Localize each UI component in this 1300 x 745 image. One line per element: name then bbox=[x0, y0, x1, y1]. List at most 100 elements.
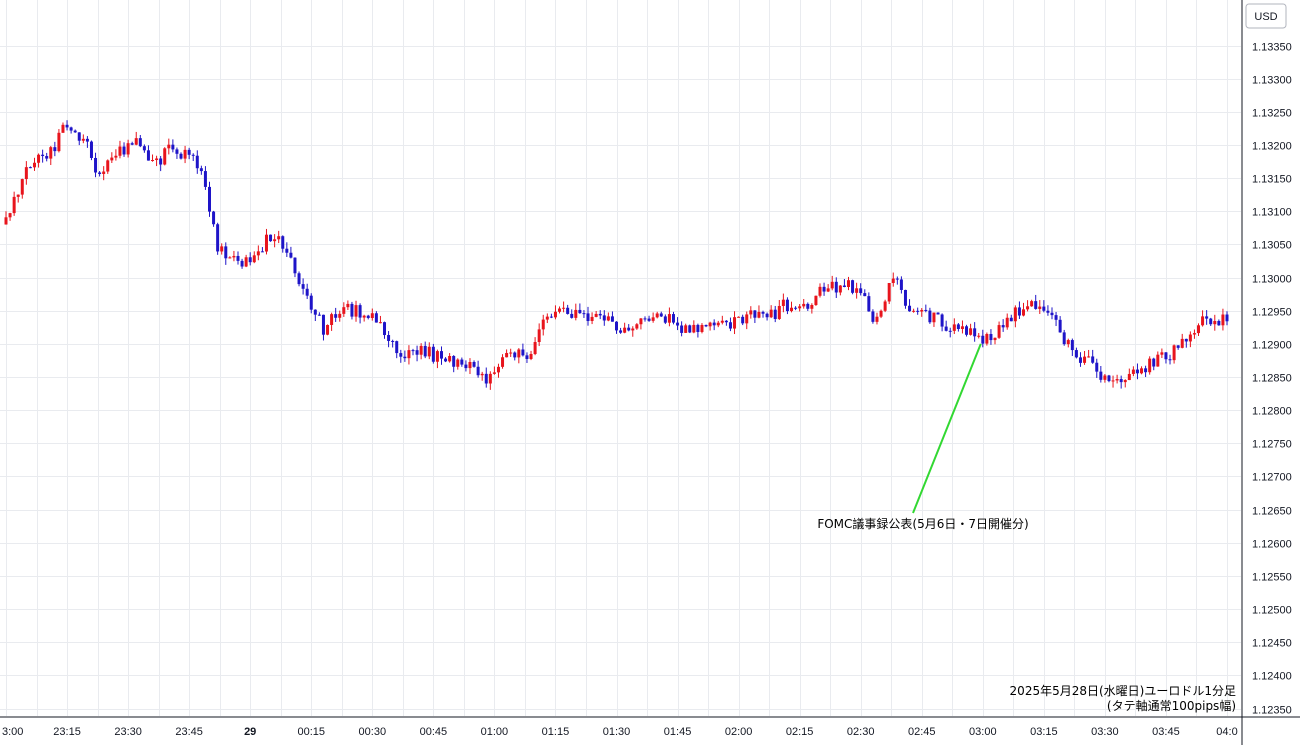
candle-body bbox=[1074, 350, 1078, 358]
price-tick-label: 1.13200 bbox=[1252, 141, 1292, 153]
candle bbox=[790, 301, 794, 313]
candle-body bbox=[1192, 333, 1196, 335]
price-tick-label: 1.12500 bbox=[1252, 605, 1292, 617]
candle-body bbox=[1054, 315, 1058, 320]
price-tick-label: 1.13000 bbox=[1252, 274, 1292, 286]
candle-body bbox=[415, 350, 419, 355]
candle bbox=[305, 283, 309, 300]
candle bbox=[175, 147, 179, 159]
candle bbox=[37, 153, 41, 168]
price-tick-label: 1.12400 bbox=[1252, 671, 1292, 683]
candle-body bbox=[122, 146, 126, 155]
candle bbox=[391, 339, 395, 348]
candle-body bbox=[45, 156, 49, 159]
candle bbox=[1005, 313, 1009, 330]
candle-body bbox=[1078, 357, 1082, 363]
candle bbox=[619, 327, 623, 334]
candle-body bbox=[264, 234, 268, 252]
candle bbox=[737, 316, 741, 318]
candle-body bbox=[61, 124, 65, 133]
price-tick-label: 1.13350 bbox=[1252, 42, 1292, 54]
candle-body bbox=[785, 299, 789, 312]
candle-body bbox=[460, 359, 464, 365]
candle bbox=[326, 324, 330, 336]
candle-body bbox=[903, 289, 907, 306]
candle bbox=[289, 246, 293, 259]
candle-body bbox=[427, 346, 431, 357]
candle-body bbox=[855, 288, 859, 293]
candle bbox=[590, 312, 594, 325]
candle bbox=[1201, 310, 1205, 327]
currency-badge[interactable] bbox=[1245, 3, 1287, 29]
candle-body bbox=[623, 327, 627, 333]
candle bbox=[248, 252, 252, 266]
candle-body bbox=[69, 127, 73, 131]
candle-body bbox=[610, 316, 614, 322]
candle-body bbox=[822, 286, 826, 292]
candle-body bbox=[651, 317, 655, 321]
candle bbox=[224, 242, 228, 265]
candle-body bbox=[798, 306, 802, 309]
candle-body bbox=[187, 149, 191, 155]
price-tick-label: 1.13100 bbox=[1252, 207, 1292, 219]
annotation-text: FOMC議事録公表(5月6日・7日開催分) bbox=[817, 516, 1028, 531]
candle-body bbox=[777, 305, 781, 319]
candle bbox=[842, 279, 846, 288]
candle bbox=[741, 314, 745, 326]
candle-body bbox=[24, 167, 28, 180]
candle bbox=[533, 337, 537, 356]
candle bbox=[24, 161, 28, 185]
candle bbox=[720, 315, 724, 325]
candle bbox=[859, 283, 863, 296]
candle-body bbox=[537, 329, 541, 343]
candle bbox=[472, 360, 476, 368]
candle-body bbox=[619, 330, 623, 333]
candle-body bbox=[57, 132, 61, 152]
candle bbox=[1192, 329, 1196, 339]
candle bbox=[785, 297, 789, 315]
candle bbox=[924, 304, 928, 313]
candle bbox=[1205, 310, 1209, 325]
candle-body bbox=[159, 158, 163, 165]
candle bbox=[431, 343, 435, 364]
candle bbox=[932, 312, 936, 327]
candle-body bbox=[1123, 380, 1127, 383]
candle bbox=[260, 247, 264, 253]
price-tick-label: 1.13150 bbox=[1252, 174, 1292, 186]
candle bbox=[1009, 314, 1013, 322]
candle bbox=[553, 305, 557, 320]
candle-body bbox=[688, 325, 692, 333]
candle-body bbox=[733, 317, 737, 329]
candle bbox=[1099, 365, 1103, 383]
candle-body bbox=[932, 312, 936, 323]
candle-body bbox=[1005, 317, 1009, 328]
candle-body bbox=[1197, 325, 1201, 334]
candle-body bbox=[350, 303, 354, 317]
candle-body bbox=[553, 311, 557, 318]
candle bbox=[468, 358, 472, 375]
candle-body bbox=[1046, 310, 1050, 313]
candle-body bbox=[1111, 380, 1115, 382]
candle bbox=[952, 318, 956, 335]
candle-body bbox=[488, 373, 492, 384]
candle-body bbox=[973, 328, 977, 337]
candle bbox=[480, 371, 484, 381]
time-tick-label: 01:45 bbox=[664, 726, 692, 738]
candle bbox=[1225, 311, 1229, 326]
candle bbox=[708, 321, 712, 331]
candle bbox=[562, 301, 566, 313]
candle bbox=[264, 228, 268, 255]
candle bbox=[826, 284, 830, 293]
candle-body bbox=[183, 149, 187, 159]
candle-body bbox=[138, 138, 142, 147]
candle bbox=[667, 307, 671, 327]
candle bbox=[85, 136, 89, 148]
candle-body bbox=[1050, 312, 1054, 316]
candle bbox=[203, 166, 207, 190]
candle bbox=[1042, 300, 1046, 313]
price-tick-label: 1.12450 bbox=[1252, 638, 1292, 650]
candle-body bbox=[285, 248, 289, 253]
candle bbox=[993, 337, 997, 345]
candle-body bbox=[590, 316, 594, 321]
candle-body bbox=[212, 211, 216, 225]
